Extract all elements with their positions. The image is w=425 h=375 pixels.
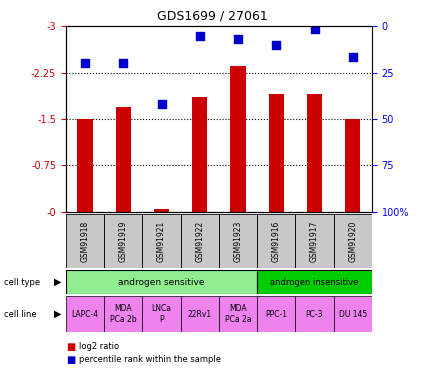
- Bar: [104, 296, 142, 332]
- Bar: [104, 214, 142, 268]
- Bar: [142, 214, 181, 268]
- Text: LNCa
P: LNCa P: [151, 304, 172, 324]
- Bar: [269, 94, 284, 212]
- Point: [311, 26, 318, 32]
- Text: LAPC-4: LAPC-4: [71, 310, 99, 318]
- Point: [235, 36, 241, 42]
- Text: GSM91923: GSM91923: [233, 220, 243, 262]
- Text: ▶: ▶: [54, 277, 61, 287]
- Text: DU 145: DU 145: [339, 310, 367, 318]
- Text: GSM91916: GSM91916: [272, 220, 281, 262]
- Bar: [181, 296, 219, 332]
- Text: percentile rank within the sample: percentile rank within the sample: [79, 356, 221, 364]
- Bar: [219, 214, 257, 268]
- Bar: [66, 270, 257, 294]
- Bar: [295, 214, 334, 268]
- Text: GSM91917: GSM91917: [310, 220, 319, 262]
- Point: [82, 60, 88, 66]
- Point: [196, 33, 203, 39]
- Bar: [295, 296, 334, 332]
- Text: MDA
PCa 2a: MDA PCa 2a: [225, 304, 251, 324]
- Text: PPC-1: PPC-1: [265, 310, 287, 318]
- Bar: [77, 119, 93, 212]
- Text: ■: ■: [66, 342, 75, 352]
- Bar: [257, 270, 372, 294]
- Bar: [257, 296, 295, 332]
- Bar: [192, 98, 207, 212]
- Point: [273, 42, 280, 48]
- Bar: [334, 214, 372, 268]
- Text: GSM91920: GSM91920: [348, 220, 357, 262]
- Text: GSM91922: GSM91922: [195, 220, 204, 262]
- Text: GSM91918: GSM91918: [80, 220, 90, 262]
- Bar: [257, 214, 295, 268]
- Text: GSM91921: GSM91921: [157, 220, 166, 262]
- Text: log2 ratio: log2 ratio: [79, 342, 119, 351]
- Bar: [66, 214, 104, 268]
- Text: MDA
PCa 2b: MDA PCa 2b: [110, 304, 136, 324]
- Point: [158, 100, 165, 106]
- Bar: [66, 296, 104, 332]
- Point: [349, 54, 356, 60]
- Bar: [181, 214, 219, 268]
- Text: androgen insensitive: androgen insensitive: [270, 278, 359, 286]
- Text: cell type: cell type: [4, 278, 40, 286]
- Bar: [345, 119, 360, 212]
- Text: GDS1699 / 27061: GDS1699 / 27061: [157, 9, 268, 22]
- Point: [120, 60, 127, 66]
- Text: PC-3: PC-3: [306, 310, 323, 318]
- Bar: [307, 94, 322, 212]
- Text: GSM91919: GSM91919: [119, 220, 128, 262]
- Text: 22Rv1: 22Rv1: [188, 310, 212, 318]
- Text: cell line: cell line: [4, 310, 37, 319]
- Bar: [116, 106, 131, 212]
- Text: ■: ■: [66, 355, 75, 365]
- Text: androgen sensitive: androgen sensitive: [118, 278, 205, 286]
- Bar: [334, 296, 372, 332]
- Text: ▶: ▶: [54, 309, 61, 319]
- Bar: [154, 209, 169, 212]
- Bar: [219, 296, 257, 332]
- Bar: [142, 296, 181, 332]
- Bar: [230, 66, 246, 212]
